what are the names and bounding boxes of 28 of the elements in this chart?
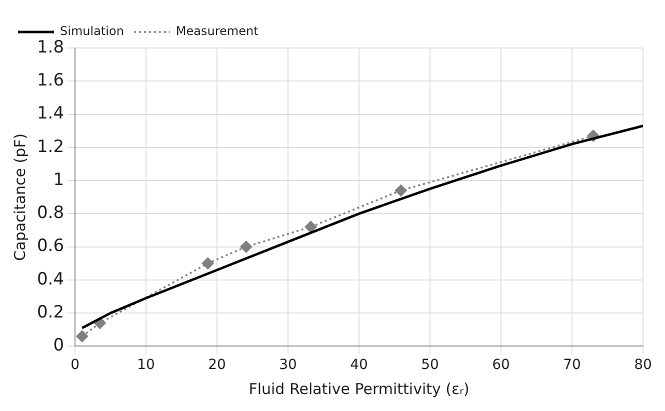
x-tick-label: 30 <box>279 357 297 374</box>
x-tick-label: 80 <box>634 357 652 374</box>
legend-label: Measurement <box>176 24 259 38</box>
x-tick-label: 50 <box>421 357 439 374</box>
y-tick-label: 1.2 <box>36 136 64 157</box>
legend-label: Simulation <box>60 24 124 38</box>
y-tick-label: 1.6 <box>36 70 64 91</box>
y-tick-label: 1.4 <box>36 104 64 124</box>
y-tick-label: 0.4 <box>36 269 64 290</box>
y-tick-label: 1.8 <box>36 37 64 58</box>
y-tick-label: 0.2 <box>36 302 64 322</box>
point <box>202 257 214 270</box>
x-tick-label: 70 <box>563 357 581 374</box>
x-axis-title: Fluid Relative Permittivity (εᵣ) <box>248 380 470 398</box>
x-tick-label: 0 <box>70 357 80 374</box>
x-tick-label: 60 <box>492 357 510 374</box>
x-tick-label: 40 <box>350 357 368 374</box>
y-tick-label: 1 <box>53 170 64 190</box>
point <box>304 221 317 233</box>
y-tick-label: 0.6 <box>36 236 64 256</box>
point <box>76 330 88 342</box>
x-tick-label: 10 <box>137 357 155 374</box>
y-tick-label: 0.8 <box>36 203 64 224</box>
y-tick-label: 0 <box>53 336 64 356</box>
point <box>395 184 407 196</box>
point <box>240 240 252 253</box>
y-axis-title: Capacitance (pF) <box>10 133 29 261</box>
x-tick-label: 20 <box>208 357 226 374</box>
